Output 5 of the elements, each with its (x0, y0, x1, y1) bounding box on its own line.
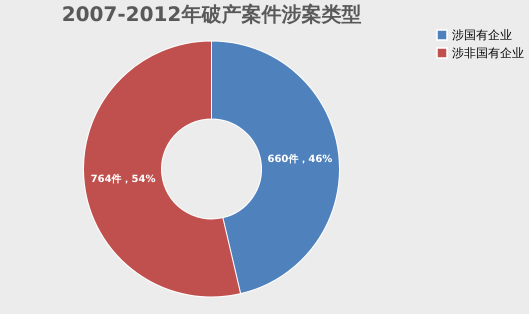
data-label: 764件，54% (90, 173, 156, 186)
chart-title: 2007-2012年破产案件涉案类型 (62, 2, 362, 26)
data-label: 660件，46% (268, 152, 332, 165)
legend-label: 涉非国有企业 (452, 46, 524, 60)
legend-label: 涉国有企业 (452, 28, 512, 42)
